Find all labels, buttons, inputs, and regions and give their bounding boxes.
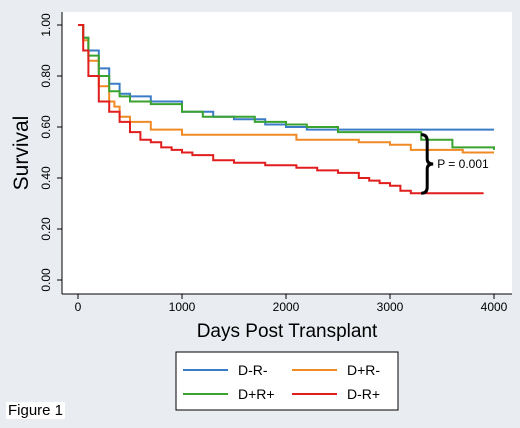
plot-area [62,12,512,294]
y-axis-label: Survival [10,116,33,191]
p-value-label: P = 0.001 [437,157,489,171]
x-tick-label: 3000 [377,300,404,314]
legend-box [175,351,399,411]
y-tick-label: 0.00 [39,268,53,292]
brace-mark [421,133,434,195]
legend-label-D+R-: D+R- [347,362,380,378]
p-value-annotation: P = 0.001 [421,133,489,195]
y-tick-label: 0.40 [39,166,53,190]
x-tick-label: 1000 [169,300,196,314]
y-tick-label: 0.60 [39,115,53,139]
figure-caption: Figure 1 [6,402,66,419]
series-line-D+R+ [78,24,495,150]
series-line-D-R+ [78,24,484,195]
axes: 0 1000 2000 3000 4000 0.00 0.20 0.40 0.60 0.80 1.0… [39,12,512,314]
y-tick-label: 0.80 [39,64,53,88]
series-lines [78,24,495,195]
x-tick-label: 4000 [481,300,508,314]
x-tick-label: 2000 [273,300,300,314]
legend-label-D+R+: D+R+ [238,386,275,402]
legend: D-R- D+R- D+R+ D-R+ [175,351,399,411]
legend-label-D-R-: D-R- [238,362,268,378]
y-tick-label: 1.00 [39,13,53,37]
x-axis-label: Days Post Transplant [197,321,378,342]
legend-label-D-R+: D-R+ [347,386,380,402]
x-tick-label: 0 [75,300,82,314]
y-tick-label: 0.20 [39,217,53,241]
